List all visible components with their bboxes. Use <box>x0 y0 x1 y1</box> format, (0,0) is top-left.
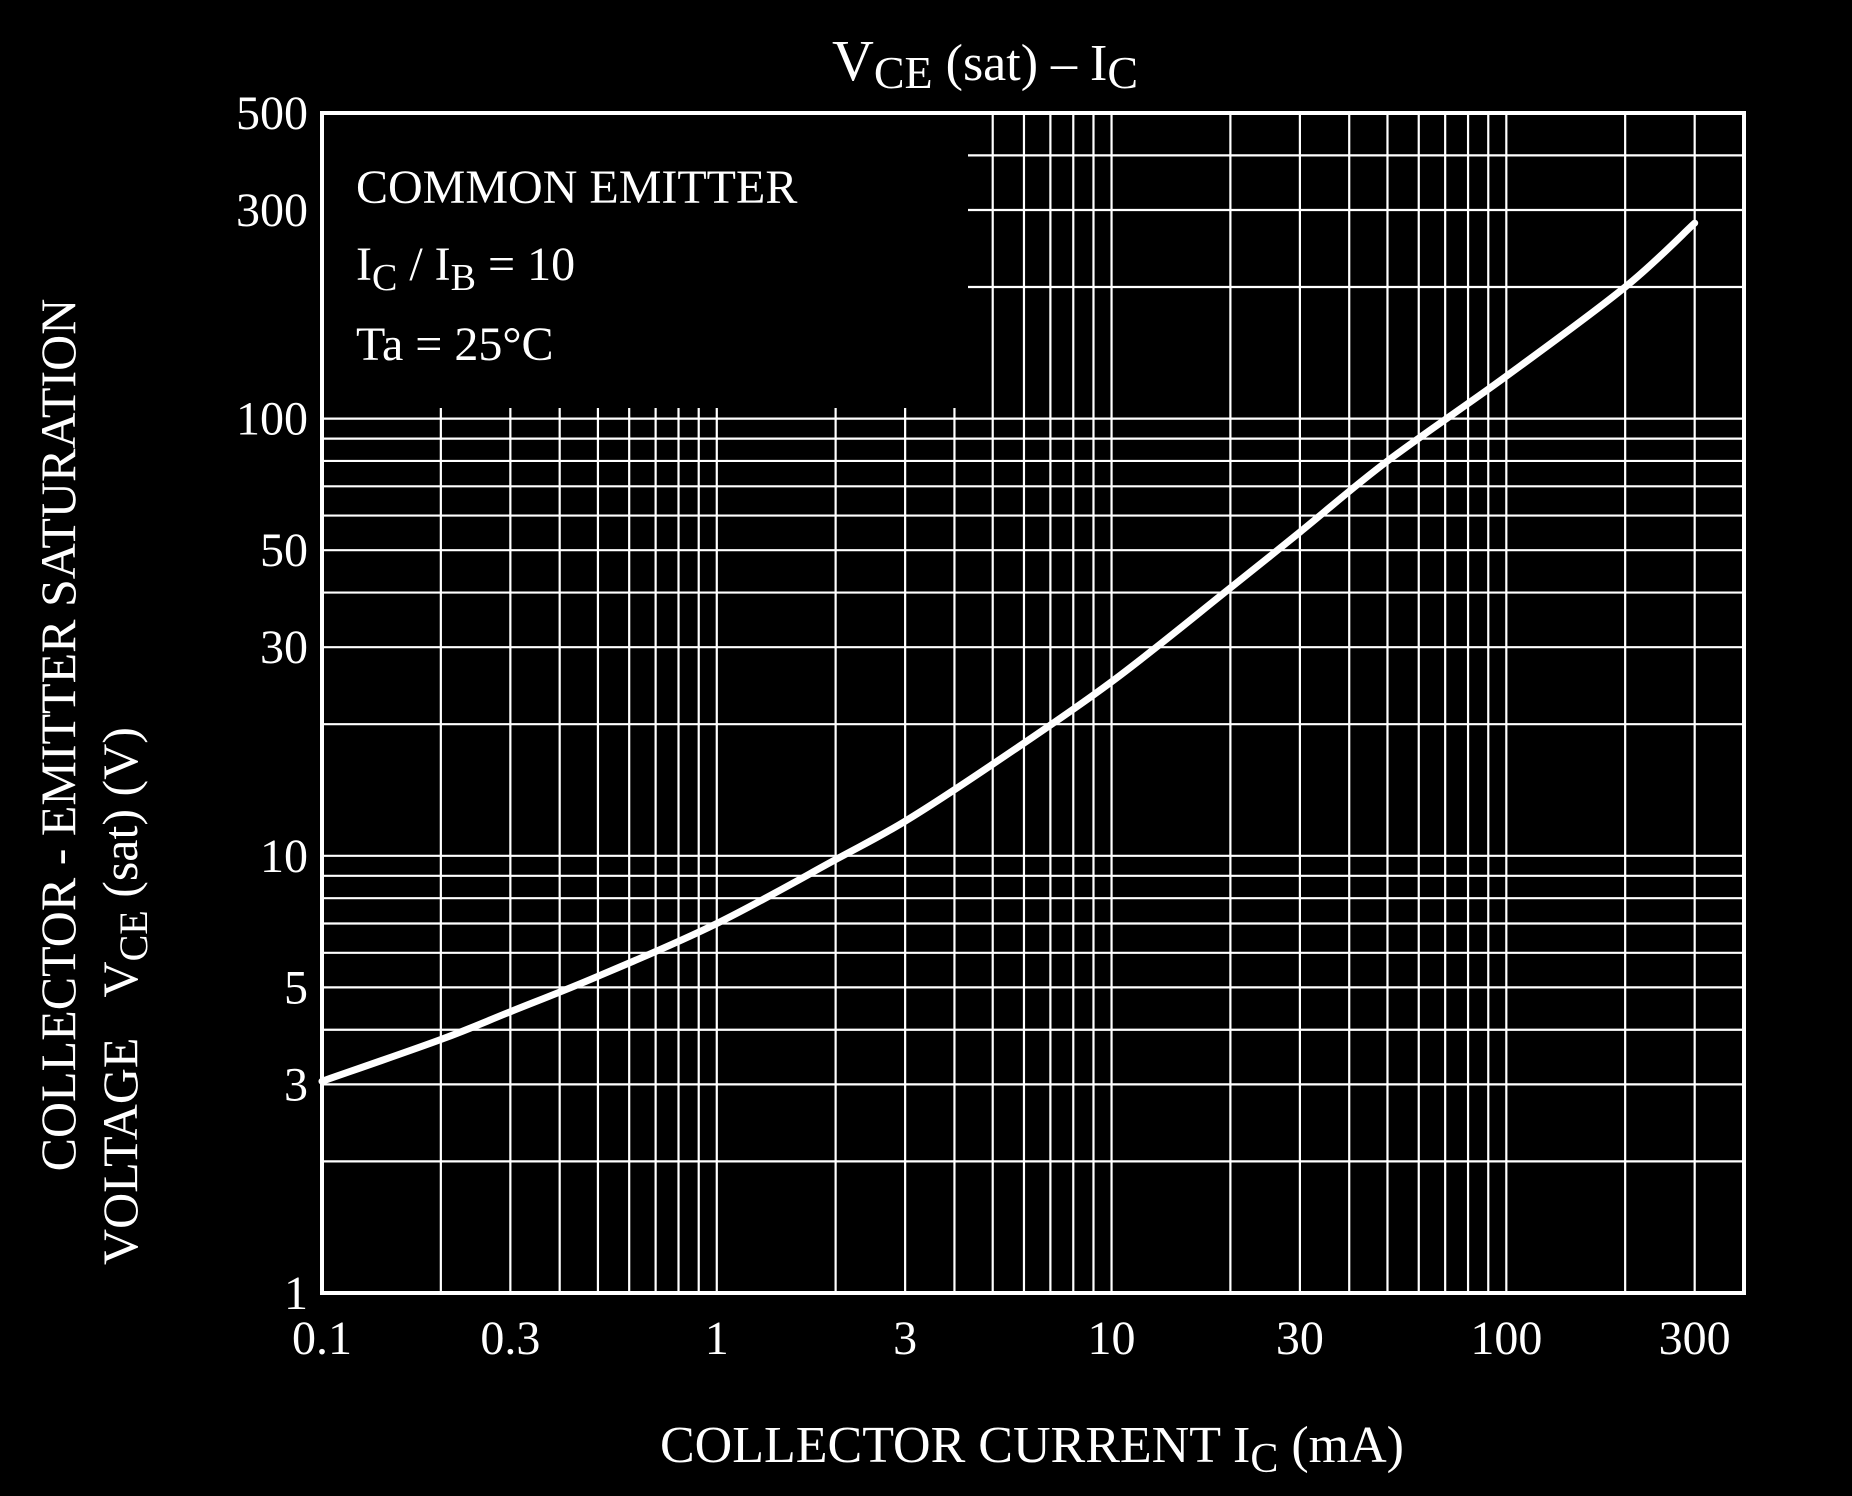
series-line <box>318 219 1699 1085</box>
x-tick-label: 1 <box>705 1312 729 1365</box>
x-tick-label: 100 <box>1470 1312 1542 1365</box>
x-tick-label: 30 <box>1276 1312 1324 1365</box>
y-tick-label: 50 <box>260 524 308 577</box>
annotation-line-3: Ta = 25°C <box>356 318 554 371</box>
y-tick-label: 500 <box>236 87 308 140</box>
y-tick-label: 100 <box>236 393 308 446</box>
y-axis-label: COLLECTOR - EMITTER SATURATION VOLTAGEVC… <box>30 299 156 1265</box>
y-tick-label: 10 <box>260 830 308 883</box>
y-tick-label: 1 <box>284 1267 308 1320</box>
x-axis-label: COLLECTOR CURRENT IC (mA) <box>660 1417 1404 1482</box>
annotation-line-1: COMMON EMITTER <box>356 161 797 214</box>
x-tick-label: 0.3 <box>480 1312 540 1365</box>
x-tick-label: 300 <box>1659 1312 1731 1365</box>
chart-title: VCE (sat) – IC <box>832 28 1138 98</box>
y-axis-label-line-2: VOLTAGEVCE (sat) (V) <box>92 727 156 1265</box>
y-tick-label: 3 <box>284 1058 308 1111</box>
annotation-line-2: IC / IB = 10 <box>356 238 575 299</box>
y-tick-label: 30 <box>260 621 308 674</box>
y-tick-label: 5 <box>284 961 308 1014</box>
x-tick-label: 10 <box>1088 1312 1136 1365</box>
y-tick-labels: 1 3 5 10 30 50 100 300 500 <box>236 87 308 1320</box>
y-axis-label-line-1: COLLECTOR - EMITTER SATURATION <box>30 299 86 1172</box>
plot-frame <box>320 111 1746 1295</box>
x-tick-label: 0.1 <box>292 1312 352 1365</box>
x-tick-label: 3 <box>893 1312 917 1365</box>
annotation-panel <box>324 113 968 408</box>
y-tick-label: 300 <box>236 184 308 237</box>
x-tick-labels: 0.1 0.3 1 3 10 30 100 300 <box>292 1312 1731 1365</box>
